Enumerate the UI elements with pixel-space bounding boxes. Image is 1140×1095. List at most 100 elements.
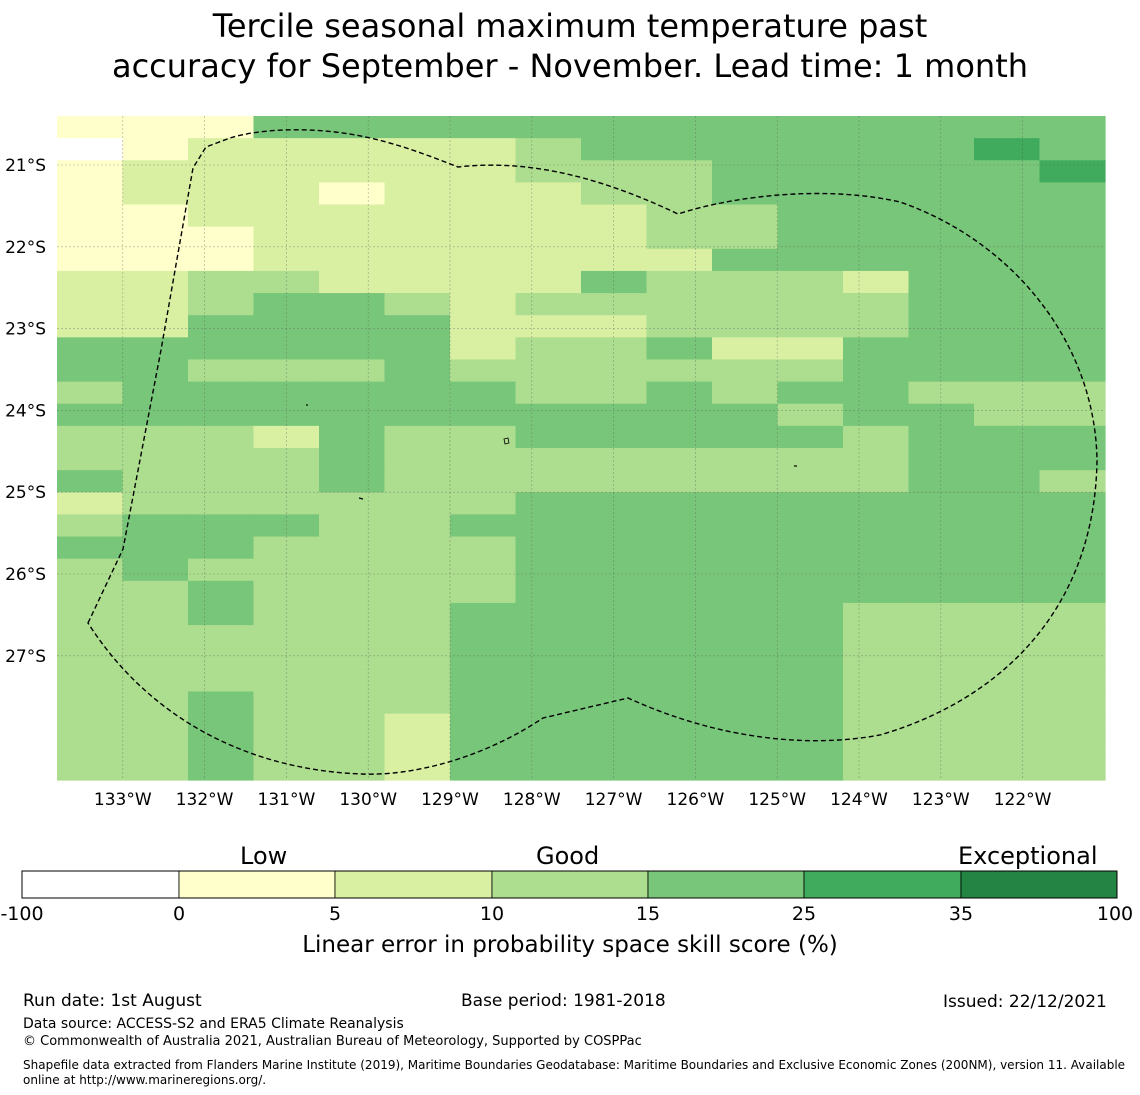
grid-cell (515, 580, 582, 604)
grid-cell (253, 492, 320, 515)
grid-cell (843, 735, 910, 759)
grid-cell (646, 315, 713, 338)
grid-cell (843, 226, 910, 250)
grid-cell (974, 757, 1041, 781)
grid-cell (188, 337, 255, 361)
grid-cell (1039, 448, 1106, 471)
grid-cell (646, 536, 713, 560)
grid-cell (712, 204, 779, 228)
grid-cell (843, 116, 910, 139)
grid-cell (777, 138, 844, 161)
grid-cell (646, 403, 713, 427)
colorbar (21, 870, 1118, 899)
grid-cell (122, 536, 189, 560)
grid-cell (908, 403, 975, 427)
run-date: Run date: 1st August (23, 991, 202, 1011)
grid-cell (777, 116, 844, 139)
issued-date: Issued: 22/12/2021 (943, 992, 1107, 1012)
grid-cell (646, 359, 713, 383)
grid-cell (777, 647, 844, 670)
grid-cell (384, 669, 451, 693)
grid-cell (319, 448, 386, 471)
grid-cell (908, 381, 975, 405)
grid-cell (646, 337, 713, 361)
colorbar-tick: 5 (328, 903, 342, 925)
grid-cell (319, 138, 386, 161)
grid-cell (384, 182, 451, 206)
grid-cell (319, 248, 386, 272)
grid-cell (450, 270, 517, 294)
grid-cell (1039, 381, 1106, 405)
grid-cell (188, 160, 255, 183)
grid-cell (843, 381, 910, 405)
grid-cell (843, 647, 910, 670)
grid-cell (253, 403, 320, 427)
grid-cell (1039, 470, 1106, 493)
grid-cell (515, 757, 582, 781)
grid-cell (974, 625, 1041, 648)
grid-cell (384, 558, 451, 582)
grid-cell (646, 757, 713, 781)
longitude-tick-label: 123°W (912, 790, 970, 810)
grid-cell (122, 204, 189, 228)
colorbar-tick: -100 (0, 903, 44, 925)
grid-cell (843, 315, 910, 338)
grid-cell (515, 691, 582, 715)
grid-cell (57, 691, 124, 715)
grid-cell (515, 182, 582, 206)
grid-cell (843, 470, 910, 493)
grid-cell (843, 270, 910, 294)
grid-cell (122, 602, 189, 626)
grid-cell (188, 270, 255, 294)
grid-cell (581, 470, 648, 493)
grid-cell (908, 226, 975, 250)
longitude-tick-label: 129°W (421, 790, 479, 810)
grid-cell (122, 492, 189, 515)
grid-cell (843, 558, 910, 582)
grid-cell (974, 226, 1041, 250)
grid-cell (384, 315, 451, 338)
grid-cell (319, 492, 386, 515)
colorbar-frame (21, 870, 1118, 899)
grid-cell (1039, 337, 1106, 361)
grid-cell (515, 558, 582, 582)
grid-cell (188, 315, 255, 338)
grid-cell (450, 138, 517, 161)
grid-cell (450, 558, 517, 582)
grid-cell (450, 425, 517, 449)
grid-cell (450, 204, 517, 228)
grid-cell (843, 448, 910, 471)
grid-cell (581, 248, 648, 272)
longitude-tick-label: 131°W (258, 790, 316, 810)
grid-cell (1039, 226, 1106, 250)
grid-cell (646, 116, 713, 139)
grid-cell (1039, 514, 1106, 538)
chart-title: Tercile seasonal maximum temperature pas… (0, 6, 1140, 86)
colorbar-segment (647, 870, 805, 899)
grid-cell (777, 425, 844, 449)
grid-cell (712, 580, 779, 604)
grid-cell (777, 315, 844, 338)
grid-cell (974, 116, 1041, 139)
grid-cell (712, 359, 779, 383)
grid-cell (319, 580, 386, 604)
grid-cell (581, 536, 648, 560)
grid-cell (1039, 138, 1106, 161)
grid-cell (581, 116, 648, 139)
grid-cell (122, 381, 189, 405)
grid-cell (581, 204, 648, 228)
grid-cell (450, 669, 517, 693)
grid-cell (515, 381, 582, 405)
grid-cell (384, 448, 451, 471)
grid-cell (646, 625, 713, 648)
grid-cell (974, 293, 1041, 316)
grid-cell (253, 691, 320, 715)
grid-cell (843, 359, 910, 383)
grid-cell (712, 625, 779, 648)
grid-cell (515, 315, 582, 338)
title-line-2: accuracy for September - November. Lead … (111, 47, 1029, 85)
longitude-tick-label: 132°W (176, 790, 234, 810)
grid-cell (581, 182, 648, 206)
colorbar-label: Linear error in probability space skill … (302, 932, 838, 958)
